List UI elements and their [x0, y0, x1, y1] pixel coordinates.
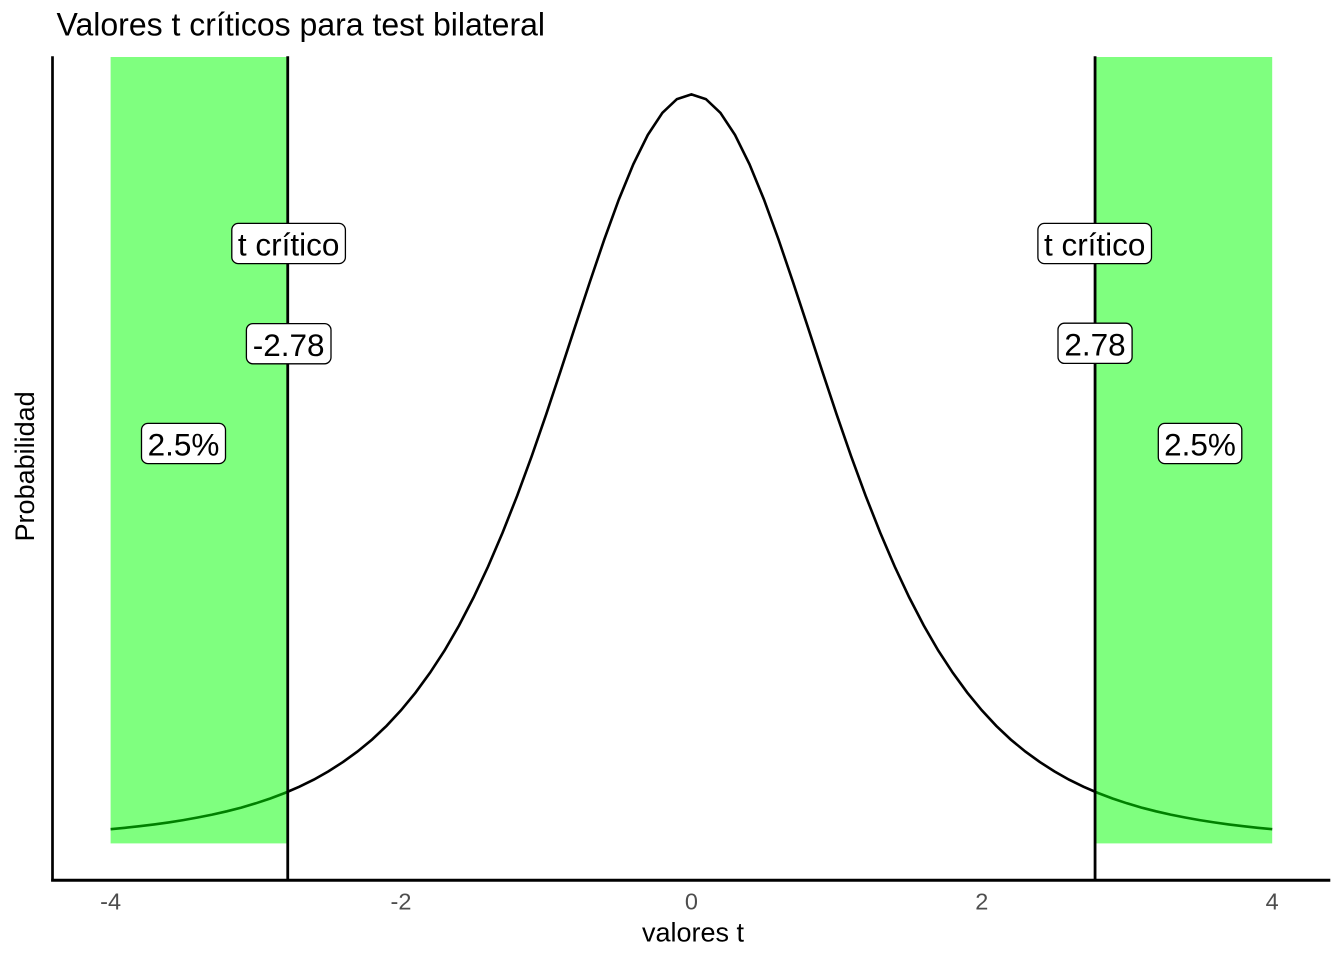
svg-text:t crítico: t crítico	[1044, 227, 1146, 263]
svg-text:2.78: 2.78	[1064, 326, 1125, 362]
svg-text:t crítico: t crítico	[238, 227, 340, 263]
svg-text:2.5%: 2.5%	[148, 427, 220, 463]
svg-text:4: 4	[1266, 889, 1279, 915]
svg-text:2.5%: 2.5%	[1164, 427, 1236, 463]
svg-text:2: 2	[975, 889, 988, 915]
svg-text:Valores t críticos para test b: Valores t críticos para test bilateral	[57, 7, 546, 43]
svg-text:Probabilidad: Probabilidad	[10, 391, 40, 541]
svg-text:0: 0	[685, 889, 698, 915]
svg-text:-2: -2	[391, 889, 412, 915]
svg-text:-4: -4	[100, 889, 121, 915]
svg-text:-2.78: -2.78	[253, 327, 325, 363]
svg-text:valores t: valores t	[642, 918, 745, 948]
